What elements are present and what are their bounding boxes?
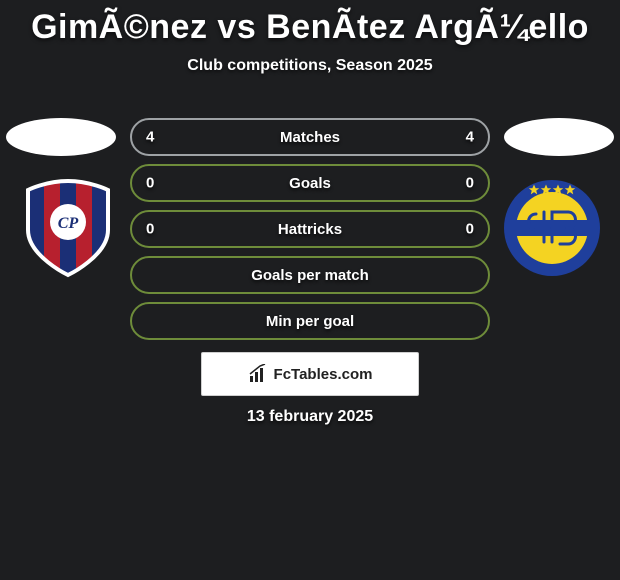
row-goals-per-match: Goals per match [130,256,490,294]
row-hattricks-label: Hattricks [278,221,342,238]
branding-label: FcTables.com [274,366,373,383]
club-crest-right [502,178,602,278]
bar-chart-icon [248,364,268,384]
row-hattricks-left: 0 [146,221,154,238]
row-hattricks-right: 0 [466,221,474,238]
player-silhouette-left [6,118,116,156]
row-mpg-label: Min per goal [266,313,354,330]
player-silhouette-right [504,118,614,156]
row-gpm-label: Goals per match [251,267,369,284]
row-goals-left: 0 [146,175,154,192]
page-subtitle: Club competitions, Season 2025 [0,57,620,75]
row-matches: 4 Matches 4 [130,118,490,156]
row-min-per-goal: Min per goal [130,302,490,340]
row-goals: 0 Goals 0 [130,164,490,202]
branding-badge: FcTables.com [201,352,419,396]
date-label: 13 february 2025 [0,408,620,426]
row-goals-right: 0 [466,175,474,192]
row-goals-label: Goals [289,175,331,192]
row-matches-left: 4 [146,129,154,146]
stat-rows: 4 Matches 4 0 Goals 0 0 Hattricks 0 Goal… [130,118,490,348]
row-hattricks: 0 Hattricks 0 [130,210,490,248]
row-matches-right: 4 [466,129,474,146]
svg-text:CP: CP [58,215,79,232]
row-matches-label: Matches [280,129,340,146]
page-title: GimÃ©nez vs BenÃ­tez ArgÃ¼ello [0,0,620,47]
club-crest-left: CP [18,178,118,278]
